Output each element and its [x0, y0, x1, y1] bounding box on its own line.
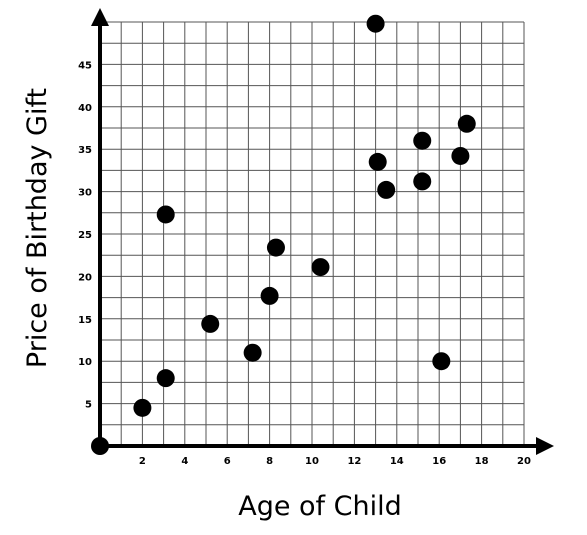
y-axis-arrow [91, 8, 109, 26]
x-tick-label: 10 [305, 456, 319, 467]
y-tick-label: 5 [85, 400, 92, 411]
x-tick-labels: 2 4 6 8 10 12 14 16 18 20 [139, 456, 531, 467]
x-axis-arrow [536, 437, 554, 455]
axes [91, 8, 554, 455]
x-tick-label: 16 [432, 456, 446, 467]
y-tick-label: 45 [78, 60, 92, 71]
x-tick-label: 6 [224, 456, 231, 467]
data-point [413, 172, 432, 191]
data-point [243, 343, 262, 362]
data-point [366, 14, 385, 33]
data-point [368, 152, 387, 171]
y-tick-label: 15 [78, 315, 92, 326]
data-point [260, 286, 279, 305]
data-points [91, 14, 476, 455]
y-axis-title: Price of Birthday Gift [22, 88, 53, 368]
data-point [451, 146, 470, 165]
x-tick-label: 4 [181, 456, 188, 467]
data-point [311, 258, 330, 277]
x-tick-label: 2 [139, 456, 146, 467]
x-tick-label: 20 [517, 456, 531, 467]
x-tick-label: 14 [390, 456, 404, 467]
data-point [156, 369, 175, 388]
data-point [432, 352, 451, 371]
x-tick-label: 18 [475, 456, 489, 467]
x-axis-title: Age of Child [238, 491, 402, 522]
x-tick-label: 8 [266, 456, 273, 467]
y-tick-label: 25 [78, 230, 92, 241]
data-point [156, 205, 175, 224]
data-point [377, 180, 396, 199]
data-point [133, 398, 152, 417]
y-tick-label: 35 [78, 145, 92, 156]
data-point [201, 314, 220, 333]
y-tick-label: 10 [78, 357, 92, 368]
y-tick-label: 40 [78, 103, 92, 114]
data-point [266, 238, 285, 257]
y-tick-label: 30 [78, 188, 92, 199]
data-point [91, 437, 109, 455]
data-point [413, 131, 432, 150]
y-tick-labels: 5 10 15 20 25 30 35 40 45 [78, 60, 92, 410]
data-point [457, 114, 476, 133]
x-tick-label: 12 [347, 456, 361, 467]
grid [99, 21, 525, 447]
y-tick-label: 20 [78, 272, 92, 283]
